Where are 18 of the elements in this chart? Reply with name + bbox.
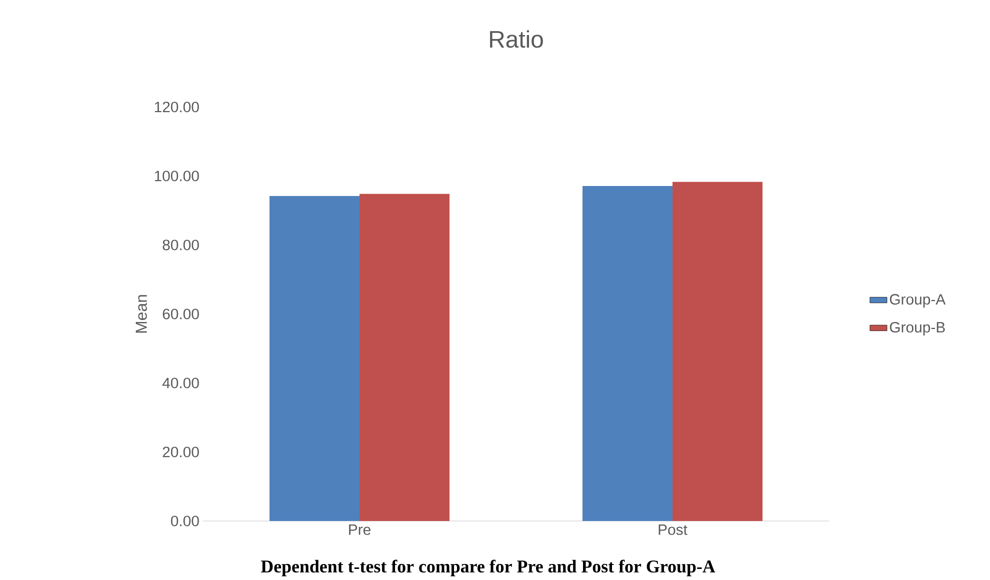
legend-label: Group-B bbox=[890, 322, 945, 336]
y-tick-label: 20.00 bbox=[162, 446, 199, 458]
y-tick-label: 60.00 bbox=[162, 308, 199, 320]
bar bbox=[270, 196, 360, 521]
legend-label: Group-A bbox=[890, 294, 946, 308]
text: Dependent t-test for compare for Pre and Post for Group-A bbox=[260, 560, 716, 576]
bar bbox=[672, 182, 763, 521]
y-tick-label: 40.00 bbox=[162, 378, 199, 388]
y-tick-label: 120.00 bbox=[154, 102, 199, 112]
chart-title: Ratio bbox=[490, 30, 543, 48]
y-tick-label: 0.00 bbox=[170, 516, 199, 526]
y-axis-title: Mean bbox=[136, 295, 147, 333]
y-tick-label: 100.00 bbox=[154, 170, 199, 182]
bar bbox=[582, 186, 673, 521]
x-tick-label: Pre bbox=[349, 524, 370, 535]
y-tick-label: 80.00 bbox=[162, 240, 199, 250]
bar bbox=[360, 194, 450, 521]
x-tick-label: Post bbox=[658, 524, 688, 535]
